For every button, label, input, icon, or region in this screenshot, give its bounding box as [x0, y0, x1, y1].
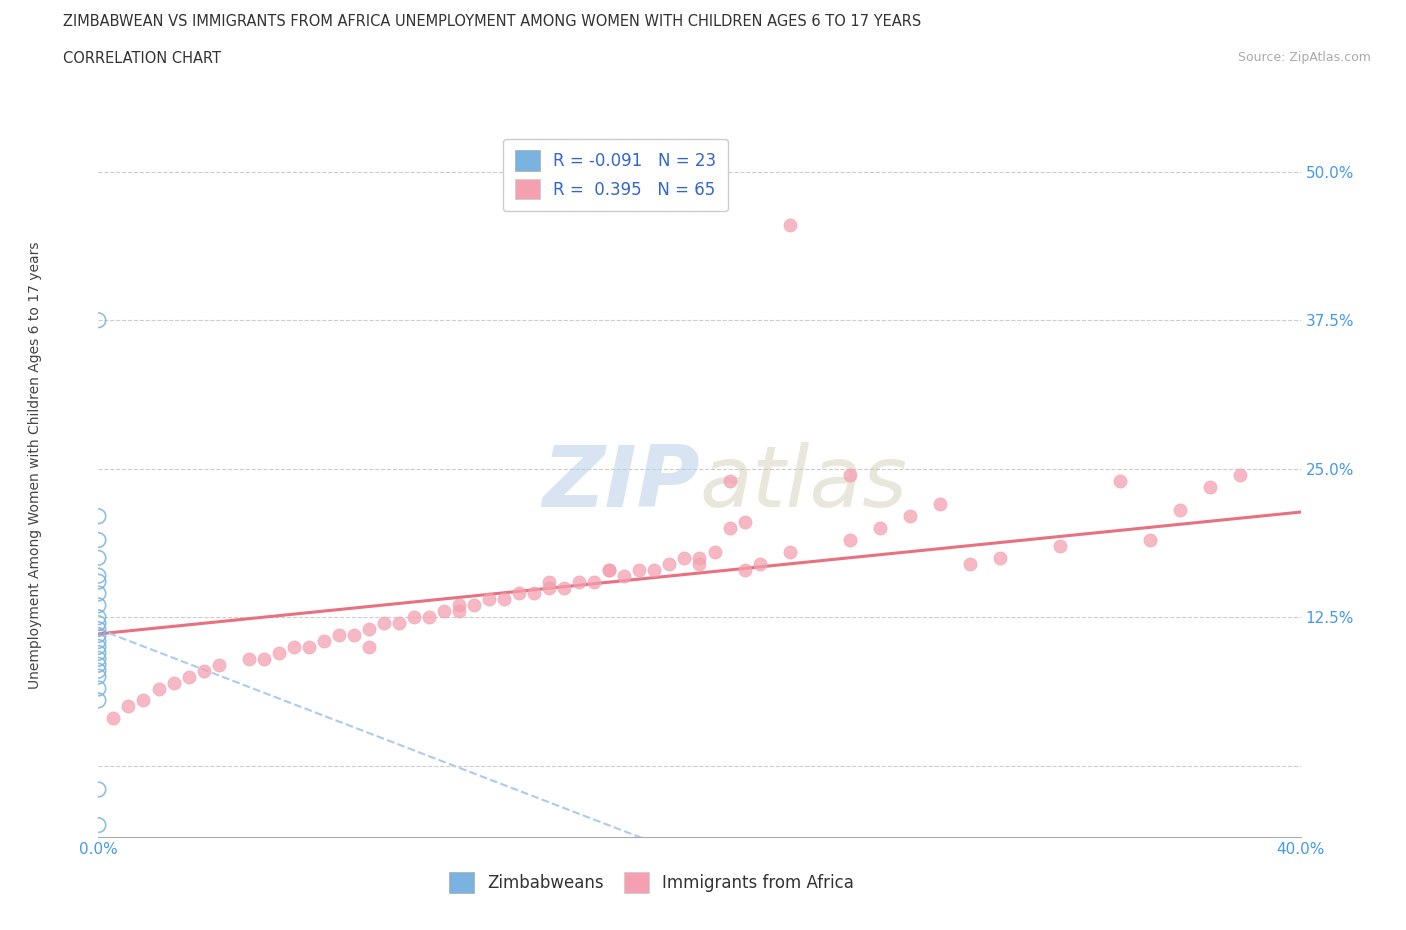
Point [553, 580, 575, 595]
Point [959, 556, 981, 571]
Point [523, 586, 546, 601]
Point [87, 693, 110, 708]
Point [598, 563, 620, 578]
Point [238, 651, 260, 666]
Point [87, 640, 110, 655]
Point [87, 598, 110, 613]
Point [508, 586, 530, 601]
Point [418, 610, 440, 625]
Text: ZIP: ZIP [541, 442, 699, 525]
Point [688, 556, 710, 571]
Point [613, 568, 636, 583]
Point [87, 574, 110, 589]
Point [898, 509, 921, 524]
Point [87, 509, 110, 524]
Point [267, 645, 290, 660]
Point [87, 782, 110, 797]
Point [87, 658, 110, 672]
Point [583, 574, 606, 589]
Point [87, 621, 110, 636]
Point [87, 663, 110, 678]
Point [748, 556, 770, 571]
Point [463, 598, 485, 613]
Point [132, 693, 155, 708]
Text: atlas: atlas [699, 442, 907, 525]
Point [87, 628, 110, 643]
Point [1170, 503, 1192, 518]
Point [447, 598, 470, 613]
Point [388, 616, 411, 631]
Point [734, 515, 756, 530]
Point [688, 551, 710, 565]
Text: CORRELATION CHART: CORRELATION CHART [63, 51, 221, 66]
Point [208, 658, 231, 672]
Point [779, 218, 801, 232]
Point [838, 533, 860, 548]
Point [734, 563, 756, 578]
Point [373, 616, 395, 631]
Point [988, 551, 1011, 565]
Point [402, 610, 425, 625]
Point [343, 628, 366, 643]
Point [718, 521, 741, 536]
Text: Source: ZipAtlas.com: Source: ZipAtlas.com [1237, 51, 1371, 64]
Point [1049, 538, 1071, 553]
Point [103, 711, 125, 725]
Text: Unemployment Among Women with Children Ages 6 to 17 years: Unemployment Among Women with Children A… [28, 241, 42, 689]
Point [117, 698, 139, 713]
Point [328, 628, 350, 643]
Point [538, 574, 561, 589]
Point [357, 640, 380, 655]
Point [658, 556, 681, 571]
Point [1109, 473, 1132, 488]
Point [177, 670, 200, 684]
Point [598, 563, 620, 578]
Text: ZIMBABWEAN VS IMMIGRANTS FROM AFRICA UNEMPLOYMENT AMONG WOMEN WITH CHILDREN AGES: ZIMBABWEAN VS IMMIGRANTS FROM AFRICA UNE… [63, 14, 921, 29]
Point [253, 651, 276, 666]
Point [779, 544, 801, 559]
Point [1199, 479, 1222, 494]
Point [87, 616, 110, 631]
Point [87, 586, 110, 601]
Point [538, 580, 561, 595]
Point [87, 645, 110, 660]
Point [447, 604, 470, 618]
Point [1139, 533, 1161, 548]
Point [87, 651, 110, 666]
Point [312, 633, 335, 648]
Point [703, 544, 725, 559]
Point [494, 592, 516, 607]
Point [87, 533, 110, 548]
Point [162, 675, 184, 690]
Point [357, 621, 380, 636]
Point [148, 681, 170, 696]
Point [628, 563, 651, 578]
Point [298, 640, 321, 655]
Point [87, 568, 110, 583]
Point [718, 473, 741, 488]
Point [87, 670, 110, 684]
Point [87, 817, 110, 832]
Point [869, 521, 891, 536]
Point [87, 681, 110, 696]
Point [87, 312, 110, 327]
Point [478, 592, 501, 607]
Point [643, 563, 665, 578]
Point [87, 633, 110, 648]
Point [87, 551, 110, 565]
Point [193, 663, 215, 678]
Point [433, 604, 456, 618]
Point [1229, 467, 1251, 482]
Point [283, 640, 305, 655]
Point [87, 610, 110, 625]
Point [838, 467, 860, 482]
Point [929, 497, 952, 512]
Point [673, 551, 696, 565]
Legend: Zimbabweans, Immigrants from Africa: Zimbabweans, Immigrants from Africa [441, 866, 860, 899]
Point [568, 574, 591, 589]
